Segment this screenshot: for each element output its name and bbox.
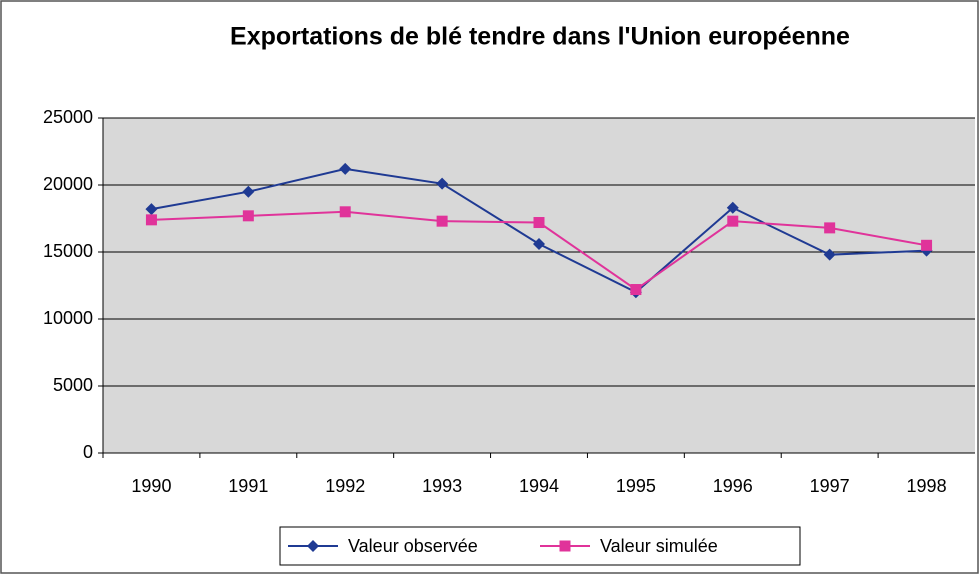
marker <box>242 210 254 222</box>
marker <box>436 177 449 190</box>
marker <box>533 237 545 250</box>
marker <box>339 206 351 218</box>
y-tick-label: 10000 <box>43 308 93 328</box>
marker <box>533 217 545 229</box>
x-tick-label: 1998 <box>907 476 947 496</box>
marker <box>630 284 642 296</box>
x-tick-label: 1992 <box>325 476 365 496</box>
x-tick-label: 1990 <box>131 476 171 496</box>
y-tick-label: 5000 <box>53 375 93 395</box>
chart-title: Exportations de blé tendre dans l'Union … <box>230 23 850 51</box>
x-tick-label: 1997 <box>810 476 850 496</box>
marker <box>145 203 158 216</box>
marker <box>559 540 571 552</box>
y-tick-label: 25000 <box>43 107 93 127</box>
marker <box>824 222 836 234</box>
x-tick-label: 1991 <box>228 476 268 496</box>
x-tick-label: 1994 <box>519 476 559 496</box>
marker <box>145 214 157 226</box>
marker <box>726 201 739 214</box>
plot-area <box>103 118 975 453</box>
x-tick-label: 1995 <box>616 476 656 496</box>
legend-label: Valeur simulée <box>600 536 718 556</box>
marker <box>727 215 739 227</box>
x-tick-label: 1993 <box>422 476 462 496</box>
marker <box>307 540 319 552</box>
y-tick-label: 20000 <box>43 174 93 194</box>
marker <box>436 215 448 227</box>
legend-label: Valeur observée <box>348 536 478 556</box>
marker <box>823 248 836 261</box>
y-tick-label: 0 <box>83 442 93 462</box>
marker <box>339 162 352 175</box>
marker <box>921 239 933 251</box>
x-tick-label: 1996 <box>713 476 753 496</box>
marker <box>242 185 255 198</box>
y-tick-label: 15000 <box>43 241 93 261</box>
